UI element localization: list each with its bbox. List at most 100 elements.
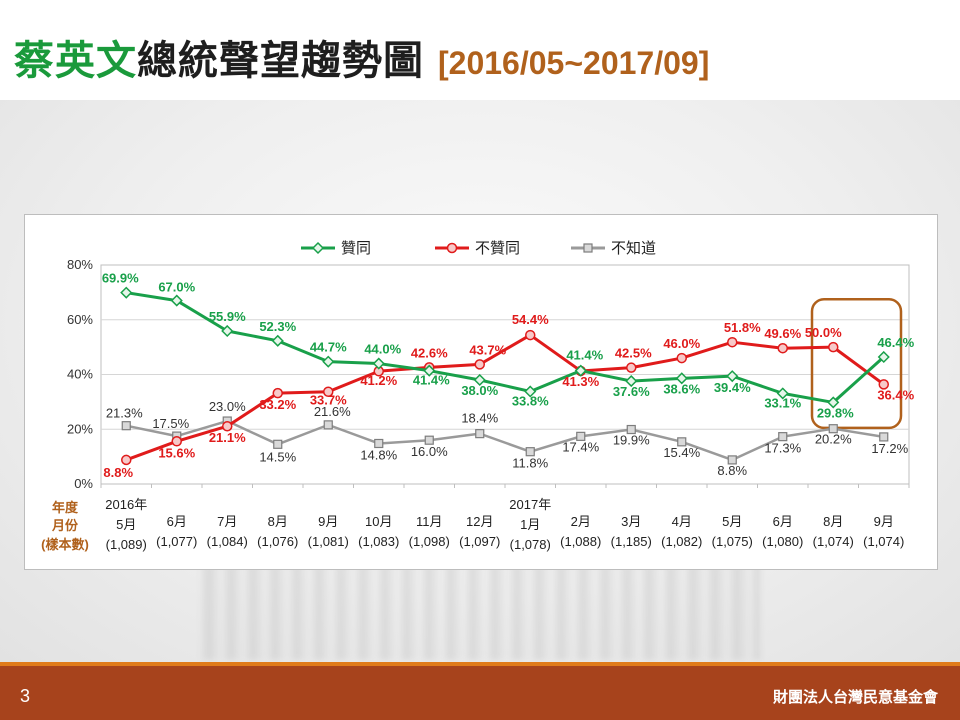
approve-point	[271, 334, 284, 347]
axis-row-label: 月份	[51, 518, 79, 533]
approve-data-label: 29.8%	[817, 405, 854, 420]
approve-data-label: 37.6%	[613, 384, 650, 399]
axis-row-label: 年度	[52, 500, 79, 515]
unknown-data-label: 8.8%	[717, 463, 747, 478]
disapprove-data-label: 8.8%	[103, 465, 133, 480]
approve-point	[776, 387, 789, 400]
unknown-data-label: 17.3%	[764, 441, 801, 456]
disapprove-data-label: 41.3%	[562, 374, 599, 389]
y-tick-label: 60%	[67, 312, 93, 327]
approve-point	[423, 364, 436, 377]
sample-size-label: (1,078)	[510, 537, 551, 552]
approve-point	[675, 372, 688, 385]
approve-point	[524, 385, 537, 398]
unknown-point	[879, 432, 889, 442]
y-tick-label: 80%	[67, 257, 93, 272]
approve-data-label: 69.9%	[102, 271, 139, 286]
x-tick-label: 9月	[318, 514, 338, 529]
disapprove-point	[525, 329, 536, 341]
y-tick-label: 0%	[74, 476, 93, 491]
unknown-point	[121, 421, 131, 431]
unknown-point	[828, 424, 838, 434]
disapprove-data-label: 42.6%	[411, 345, 448, 360]
series-line-0	[126, 291, 885, 404]
disapprove-point	[777, 342, 788, 354]
x-tick-label: 9月	[874, 514, 894, 529]
disapprove-point	[272, 387, 283, 399]
x-tick-label: 12月	[466, 514, 493, 529]
disapprove-data-label: 33.2%	[259, 397, 296, 412]
disapprove-point	[626, 362, 637, 373]
legend-marker-approve	[311, 241, 325, 255]
x-tick-label: 11月	[416, 514, 443, 529]
approve-point	[827, 396, 840, 409]
approve-data-label: 55.9%	[209, 309, 246, 324]
chart-panel: 0% 20% 40% 60% 80% 69.9% 67.0% 55.9% 52.3% 44.7% 4…	[24, 214, 938, 570]
unknown-point	[576, 431, 586, 441]
unknown-data-label: 21.3%	[106, 406, 143, 421]
approve-point	[120, 286, 133, 299]
series-line-1	[125, 333, 885, 462]
approve-point	[726, 370, 739, 383]
disapprove-point	[828, 341, 839, 353]
unknown-data-label: 19.9%	[613, 433, 650, 448]
unknown-point	[525, 447, 535, 457]
sample-size-label: (1,080)	[762, 534, 803, 549]
y-tick-label: 20%	[67, 421, 93, 436]
disapprove-data-label: 49.6%	[764, 326, 801, 341]
disapprove-data-label: 46.0%	[663, 336, 700, 351]
disapprove-point	[323, 386, 334, 397]
disapprove-point	[121, 454, 132, 466]
approve-data-label: 41.4%	[566, 348, 603, 363]
approve-point	[170, 294, 183, 307]
x-tick-label: 6月	[167, 514, 187, 529]
x-year-label: 2016年	[105, 497, 147, 512]
approve-data-label: 52.3%	[259, 319, 296, 334]
unknown-data-label: 15.4%	[663, 445, 700, 460]
approve-data-label: 41.4%	[413, 373, 450, 388]
x-tick-label: 3月	[621, 514, 641, 529]
unknown-data-label: 17.5%	[152, 416, 189, 431]
disapprove-data-label: 42.5%	[615, 346, 652, 361]
sample-size-label: (1,075)	[712, 534, 753, 549]
x-tick-label: 8月	[823, 514, 843, 529]
unknown-data-label: 14.5%	[259, 449, 296, 464]
approve-data-label: 33.1%	[764, 395, 801, 410]
x-tick-label: 10月	[365, 514, 392, 529]
approve-point	[221, 324, 234, 338]
approve-data-label: 44.0%	[364, 342, 401, 357]
unknown-point	[626, 424, 636, 435]
unknown-point	[424, 435, 434, 445]
approve-data-label: 46.4%	[877, 335, 914, 350]
unknown-point	[475, 429, 485, 439]
sample-size-label: (1,084)	[207, 534, 248, 549]
title-date-range: [2016/05~2017/09]	[438, 45, 710, 81]
approve-data-label: 33.8%	[512, 393, 549, 408]
disapprove-data-label: 43.7%	[469, 342, 506, 357]
crowd-silhouette-decoration	[200, 565, 760, 660]
disapprove-point	[171, 436, 182, 447]
x-tick-label: 6月	[773, 514, 793, 529]
sample-size-label: (1,076)	[257, 534, 298, 549]
sample-size-label: (1,074)	[863, 534, 904, 549]
disapprove-data-label: 33.7%	[310, 393, 347, 408]
approval-trend-chart: 0% 20% 40% 60% 80% 69.9% 67.0% 55.9% 52.3% 44.7% 4…	[41, 240, 914, 552]
y-tick-label: 40%	[67, 367, 93, 382]
disapprove-data-label: 21.1%	[209, 430, 246, 445]
legend-marker-disapprove	[446, 242, 458, 254]
unknown-data-label: 11.8%	[512, 456, 548, 471]
axis-row-label: (樣本數)	[41, 537, 89, 552]
disapprove-data-label: 41.2%	[360, 373, 397, 388]
sample-size-label: (1,083)	[358, 534, 399, 549]
highlight-box	[810, 297, 903, 430]
title-text: 總統聲望趨勢圖	[137, 38, 424, 84]
title-name: 蔡英文	[14, 38, 137, 84]
sample-size-label: (1,097)	[459, 534, 500, 549]
sample-size-label: (1,089)	[106, 537, 147, 552]
approve-point	[877, 350, 890, 364]
legend-label: 不知道	[611, 240, 656, 257]
organization-name: 財團法人台灣民意基金會	[772, 688, 938, 706]
x-tick-label: 2月	[571, 514, 591, 529]
disapprove-point	[676, 352, 687, 364]
x-tick-label: 4月	[672, 514, 692, 529]
